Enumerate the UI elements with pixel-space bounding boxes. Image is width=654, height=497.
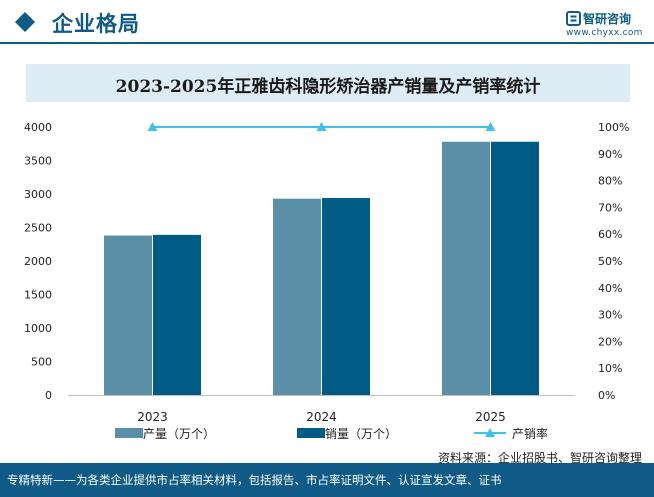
legend-swatch-sales: [297, 428, 325, 438]
header-divider: [0, 42, 654, 44]
legend-swatch-production: [115, 428, 143, 438]
y-left-tick-label: 0: [45, 389, 52, 402]
legend-label: 产量（万个）: [143, 427, 215, 441]
logo-url: www.chyxx.com: [566, 28, 643, 38]
point-rate: [485, 122, 496, 131]
footer-text: 专精特新——为各类企业提供市占率相关材料，包括报告、市占率证明文件、认证宣发文章…: [7, 473, 502, 487]
chart-title: 2023-2025年正雅齿科隐形矫治器产销量及产销率统计: [115, 77, 541, 97]
bar-production: [442, 141, 490, 395]
page-header: 企业格局 智研咨询 www.chyxx.com: [0, 0, 654, 44]
y-right-tick-label: 50%: [598, 255, 622, 268]
y-right-tick-label: 90%: [598, 148, 622, 161]
bar-production: [273, 198, 321, 395]
bar-sales: [153, 234, 201, 395]
y-left-tick-label: 2000: [24, 255, 52, 268]
legend-label: 产销率: [512, 426, 548, 441]
y-right-tick-label: 0%: [598, 389, 615, 402]
y-left-tick-label: 500: [31, 356, 52, 369]
logo-icon: [566, 11, 581, 26]
diamond-icon: [15, 12, 35, 32]
bar-production: [104, 235, 152, 395]
legend-label: 销量（万个）: [325, 427, 397, 441]
footer-band: 专精特新——为各类企业提供市占率相关材料，包括报告、市占率证明文件、认证宣发文章…: [0, 463, 654, 497]
chart: 0 500 1000 1500 2000 2500 3000 3500 4000 0% 10% 20%…: [24, 121, 629, 441]
legend-swatch-rate-marker: [485, 428, 495, 437]
y-right-tick-label: 40%: [598, 282, 622, 295]
y-right-tick-label: 30%: [598, 309, 622, 322]
bar-sales: [322, 198, 370, 395]
point-rate: [316, 122, 327, 131]
y-right-tick-label: 10%: [598, 362, 622, 375]
y-left-tick-label: 3000: [24, 188, 52, 201]
y-left-tick-label: 1000: [24, 322, 52, 335]
y-right-tick-label: 80%: [598, 175, 622, 188]
y-right-tick-label: 20%: [598, 335, 622, 348]
y-left-tick-label: 4000: [24, 121, 52, 134]
x-tick-label: 2023: [137, 410, 168, 424]
y-left-tick-label: 3500: [24, 155, 52, 168]
y-left-tick-label: 1500: [24, 289, 52, 302]
logo-name: 智研咨询: [583, 12, 632, 26]
y-left-tick-label: 2500: [24, 222, 52, 235]
data-source: 资料来源：企业招股书、智研咨询整理: [437, 451, 642, 465]
x-tick-label: 2025: [475, 410, 506, 424]
bar-sales: [491, 141, 539, 395]
y-right-tick-label: 70%: [598, 201, 622, 214]
chart-title-band: 2023-2025年正雅齿科隐形矫治器产销量及产销率统计: [26, 64, 630, 102]
point-rate: [147, 122, 158, 131]
y-right-tick-label: 60%: [598, 228, 622, 241]
y-right-tick-label: 100%: [598, 121, 629, 134]
x-tick-label: 2024: [306, 410, 337, 424]
section-title: 企业格局: [52, 12, 140, 36]
